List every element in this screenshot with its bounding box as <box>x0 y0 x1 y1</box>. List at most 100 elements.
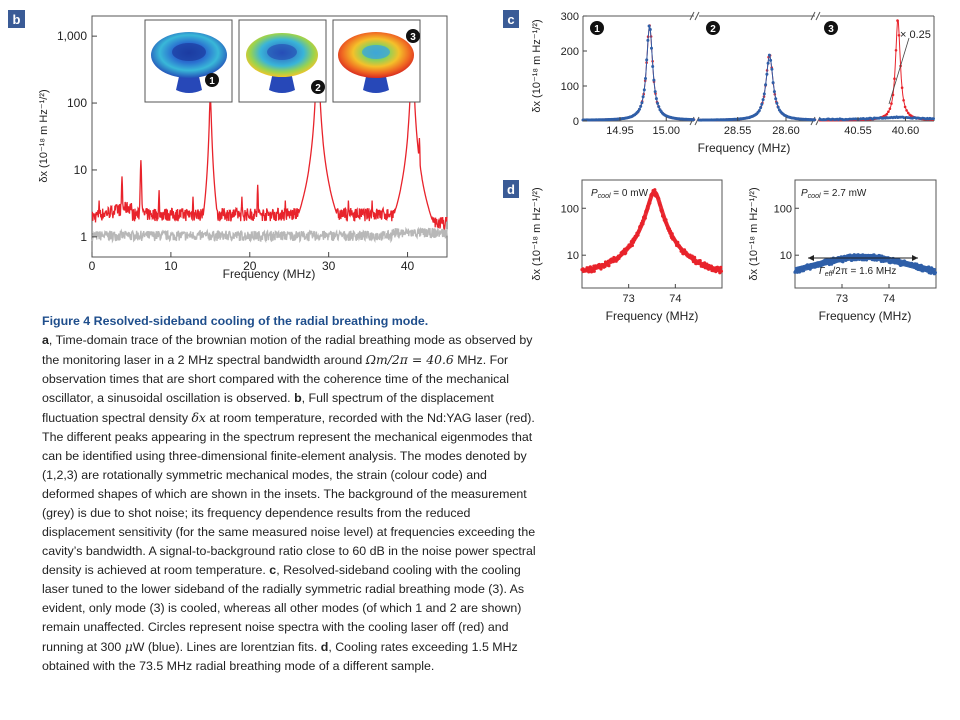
panel-b-y-label: δx (10⁻¹⁸ m Hz⁻¹/²) <box>38 89 50 182</box>
noise-point <box>641 222 645 226</box>
panel-label-d-box <box>503 180 519 198</box>
noise-point <box>648 198 652 202</box>
noise-point <box>631 240 636 244</box>
caption-c-text: , Resolved-sideband cooling with the coo… <box>42 563 525 654</box>
caption-c-label: c <box>269 563 277 577</box>
panel-c-mode-1-label: 1 <box>594 24 600 35</box>
noise-point <box>636 233 640 237</box>
noise-point <box>801 269 806 273</box>
panel-d1-legend-value: = 0 mW <box>611 188 649 199</box>
noise-point <box>872 258 877 262</box>
panel-label-d: d <box>507 182 515 197</box>
x-tick-label: 40.60 <box>892 125 920 137</box>
panel-label-c-box <box>503 10 519 28</box>
panel-b-y-ticks: 1 10 100 1,000 <box>57 29 97 244</box>
y-tick-label: 1,000 <box>57 29 87 43</box>
y-tick-label: 200 <box>561 46 579 58</box>
y-tick-label: 0 <box>573 116 579 128</box>
panel-d2-legend-value: = 2.7 mW <box>821 188 867 199</box>
panel-label-b-box <box>8 10 25 28</box>
x-tick-label: 73 <box>623 293 635 305</box>
y-tick-label: 100 <box>561 81 579 93</box>
x-tick-label: 28.60 <box>772 125 800 137</box>
y-tick-label: 10 <box>74 163 88 177</box>
caption-b-math: δx <box>191 410 206 425</box>
inset-3-badge <box>406 29 420 43</box>
noise-point <box>624 251 628 255</box>
caption-b-label: b <box>294 391 302 405</box>
noise-point <box>654 192 659 196</box>
noise-point <box>933 271 938 275</box>
panel-b-grey-trace <box>91 226 448 244</box>
panel-c-x-ticks: 14.95 15.00 28.55 28.60 40.55 40.60 <box>606 117 919 137</box>
panel-d1-x-label: Frequency (MHz) <box>606 309 699 323</box>
segment-3-blue-fit <box>820 117 935 121</box>
x-tick-label: 40.55 <box>844 125 872 137</box>
panel-label-b: b <box>13 12 21 27</box>
noise-point <box>808 267 812 271</box>
panel-d2-legend-symbol: P <box>801 188 808 199</box>
noise-point <box>648 201 652 205</box>
panel-d2-annotation-subscript: eff <box>825 271 834 278</box>
panel-c-traces <box>581 19 935 122</box>
panel-b-x-label: Frequency (MHz) <box>223 267 316 281</box>
x-tick-label: 74 <box>883 293 895 305</box>
noise-point <box>931 267 935 271</box>
noise-point <box>714 270 718 274</box>
panel-c-annotation-pointer <box>888 37 910 105</box>
noise-point <box>709 264 714 268</box>
y-tick-label: 1 <box>80 230 87 244</box>
noise-point <box>645 209 649 213</box>
inset-2-pedestal <box>269 72 295 93</box>
x-tick-label: 28.55 <box>724 125 752 137</box>
caption-c-math: μ <box>124 639 133 654</box>
panel-d1-ticks: 73 74 10 100 <box>561 203 682 305</box>
x-tick-label: 40 <box>401 259 415 273</box>
segment-2-blue-fit <box>698 54 815 121</box>
y-tick-label: 10 <box>780 250 792 262</box>
inset-mode-3: 3 <box>332 19 421 103</box>
blue-point <box>813 118 817 122</box>
panel-c-frames <box>582 11 935 126</box>
noise-point <box>599 267 603 271</box>
inset-3-label: 3 <box>410 32 416 43</box>
panel-d1-y-label: δx (10⁻¹⁸ m Hz⁻¹/²) <box>531 187 543 280</box>
noise-point <box>637 229 641 233</box>
noise-point <box>824 261 828 265</box>
noise-point <box>640 219 645 223</box>
noise-point <box>719 269 724 273</box>
panel-c-mode-labels: 1 2 3 <box>590 21 838 35</box>
panel-d2-ticks: 73 74 10 100 <box>774 203 895 305</box>
noise-point <box>670 232 674 236</box>
noise-point <box>664 218 668 222</box>
noise-points <box>580 188 724 275</box>
panel-d1-legend-subscript: cool <box>598 193 611 200</box>
inset-1-badge <box>205 73 219 87</box>
panel-d1-trace <box>580 188 724 275</box>
noise-point <box>653 188 657 192</box>
noise-point <box>646 206 650 210</box>
inset-mode-1: 1 <box>144 19 233 103</box>
noise-point <box>639 225 643 229</box>
y-tick-label: 100 <box>561 203 579 215</box>
caption-b-text: , Full spectrum of the displacement fluc… <box>42 391 494 425</box>
caption-c-text2: W (blue). Lines are lorentzian fits. <box>132 640 318 654</box>
panel-c-y-ticks: 0 100 200 300 <box>561 11 587 128</box>
figure-caption: Figure 4 Resolved-sideband cooling of th… <box>42 312 542 676</box>
noise-point <box>607 264 611 268</box>
x-tick-label: 20 <box>243 259 257 273</box>
panel-label-c: c <box>507 12 514 27</box>
x-tick-label: 30 <box>322 259 336 273</box>
noise-point <box>643 216 647 220</box>
noise-point <box>841 260 845 264</box>
caption-a-math: Ωm/2π = 40.6 <box>365 352 454 367</box>
noise-point <box>830 262 834 266</box>
panel-b-red-trace <box>91 39 448 230</box>
noise-point <box>657 197 661 201</box>
caption-a-label: a <box>42 333 49 347</box>
y-tick-label: 300 <box>561 11 579 23</box>
noise-point <box>633 238 637 242</box>
segment-1-blue-fit <box>583 25 694 121</box>
inset-2-label: 2 <box>315 83 321 94</box>
